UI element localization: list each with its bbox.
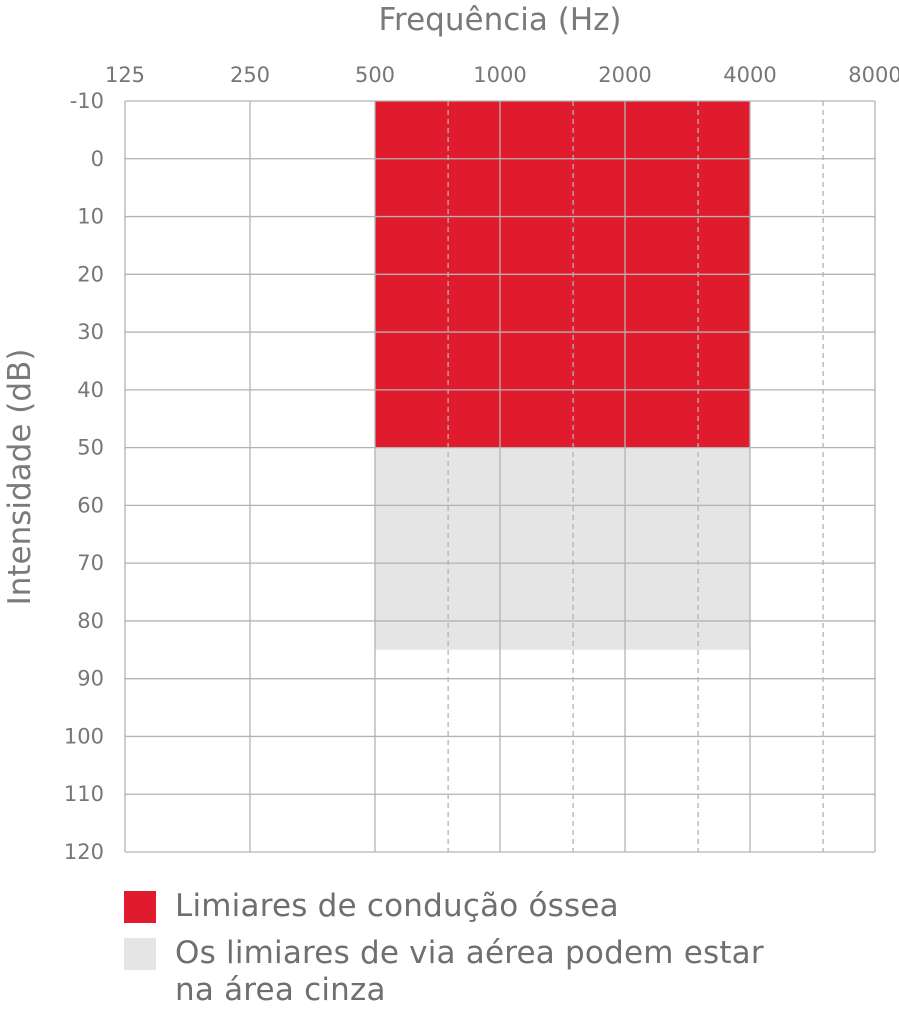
- grid-lines: [124, 100, 876, 853]
- x-tick-label: 4000: [723, 63, 776, 87]
- legend-swatch-air: [124, 938, 156, 970]
- legend-label-bone: Limiares de condução óssea: [175, 888, 619, 924]
- x-tick-labels: 125 250 500 1000 2000 4000 8000: [105, 63, 899, 87]
- y-tick-label: 120: [64, 840, 104, 864]
- y-tick-label: 110: [64, 782, 104, 806]
- x-axis-title: Frequência (Hz): [378, 2, 621, 38]
- y-tick-label: 40: [77, 378, 104, 402]
- legend-label-air-line2: na área cinza: [175, 972, 386, 1008]
- x-tick-label: 500: [355, 63, 395, 87]
- x-tick-label: 125: [105, 63, 145, 87]
- legend-item-air: Os limiares de via aérea podem estar na …: [124, 935, 764, 1012]
- y-tick-label: 100: [64, 724, 104, 748]
- x-tick-label: 2000: [598, 63, 651, 87]
- y-tick-labels: -10 0 10 20 30 40 50 60 70 80 90 100 110 120: [64, 89, 104, 864]
- y-axis-title: Intensidade (dB): [2, 349, 38, 606]
- threshold-areas: [375, 101, 750, 650]
- y-tick-label: 20: [77, 262, 104, 286]
- y-tick-label: 60: [77, 493, 104, 517]
- x-tick-label: 1000: [473, 63, 526, 87]
- y-tick-label: 70: [77, 551, 104, 575]
- legend-label-air-line1: Os limiares de via aérea podem estar: [175, 935, 764, 971]
- x-tick-label: 250: [230, 63, 270, 87]
- air-conduction-area: [375, 447, 750, 650]
- y-tick-label: -10: [70, 89, 104, 113]
- audiogram-chart: Frequência (Hz) Intensidade (dB) 125 250 5…: [2, 2, 899, 864]
- legend-swatch-bone: [124, 891, 156, 923]
- legend-text-air: Os limiares de via aérea podem estar na …: [156, 935, 764, 1012]
- x-tick-label: 8000: [848, 63, 899, 87]
- y-tick-label: 80: [77, 609, 104, 633]
- y-tick-label: 10: [77, 205, 104, 229]
- y-tick-label: 50: [77, 436, 104, 460]
- legend-item-bone: Limiares de condução óssea: [124, 888, 619, 928]
- y-tick-label: 30: [77, 320, 104, 344]
- y-tick-label: 0: [91, 147, 104, 171]
- y-tick-label: 90: [77, 667, 104, 691]
